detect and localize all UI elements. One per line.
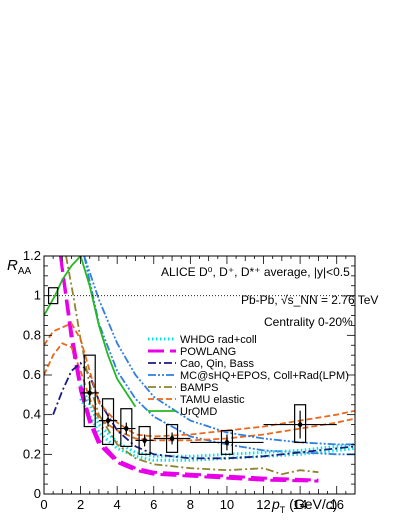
data-marker (105, 416, 111, 425)
data-marker (141, 436, 148, 445)
data-point (117, 408, 136, 448)
legend-label: Cao, Qin, Bass (180, 358, 254, 370)
data-point (80, 354, 99, 428)
syst-box (294, 404, 307, 444)
curve-lower-mc-shq-epos-coll-rad-lpm (83, 256, 355, 456)
data-marker (169, 434, 175, 443)
axis-ticks: 0 2 4 6 8 10 12 14 16 0 0.2 0.4 0.6 0.8 1 1.2 (23, 248, 356, 512)
data-point (153, 423, 191, 453)
data-marker (123, 424, 129, 433)
x-axis-label: pT (GeV/c) (271, 496, 337, 515)
data-points (80, 354, 337, 455)
y-tick-label: 0.6 (23, 367, 41, 382)
syst-box (101, 398, 115, 446)
curve-whdg-rad-coll (79, 384, 355, 458)
x-tick-label: 8 (187, 497, 194, 512)
centrality-label: Centrality 0-20% (264, 315, 353, 329)
x-tick-label: 2 (77, 497, 84, 512)
x-tick-label: 10 (220, 497, 234, 512)
data-point (135, 425, 154, 455)
legend-label: UrQMD (180, 406, 217, 418)
x-tick-label: 12 (256, 497, 270, 512)
data-point (190, 429, 264, 455)
legend-label: BAMPS (180, 382, 219, 394)
curve-bamps (65, 256, 319, 476)
syst-box (83, 354, 96, 428)
curve-mc-shq-epos-coll-rad-lpm (83, 256, 355, 446)
legend-label: WHDG rad+coll (180, 334, 257, 346)
y-tick-label: 0.2 (23, 446, 41, 461)
chart-title: ALICE D⁰, D⁺, D*⁺ average, |y|<0.5 (161, 265, 350, 279)
y-axis-label: RAA (7, 257, 32, 277)
y-tick-label: 0.8 (23, 327, 41, 342)
data-point (263, 404, 337, 444)
y-tick-label: 0.4 (23, 407, 41, 422)
curve-lower-powlang (59, 256, 319, 483)
legend-label: MC@sHQ+EPOS, Coll+Rad(LPM) (180, 370, 349, 382)
y-tick-label: 1 (34, 288, 41, 303)
y-tick-label: 1.2 (23, 248, 41, 263)
data-marker (87, 389, 93, 397)
curve-cao-qin-bass (52, 361, 355, 460)
data-marker (297, 420, 303, 429)
x-tick-label: 4 (114, 497, 121, 512)
legend-label: POWLANG (180, 346, 236, 358)
legend-label: TAMU elastic (180, 394, 245, 406)
data-marker (224, 438, 230, 447)
system-label: Pb-Pb, √s_NN = 2.76 TeV (241, 293, 378, 307)
curve-powlang (59, 256, 319, 482)
x-tick-label: 6 (150, 497, 157, 512)
curve-urqmd (44, 256, 137, 408)
data-point (98, 398, 118, 446)
model-curves (44, 256, 355, 482)
x-tick-label: 14 (293, 497, 307, 512)
syst-box (120, 408, 133, 448)
x-tick-label: 0 (40, 497, 47, 512)
x-tick-label: 16 (329, 497, 343, 512)
y-tick-label: 0 (34, 486, 41, 501)
